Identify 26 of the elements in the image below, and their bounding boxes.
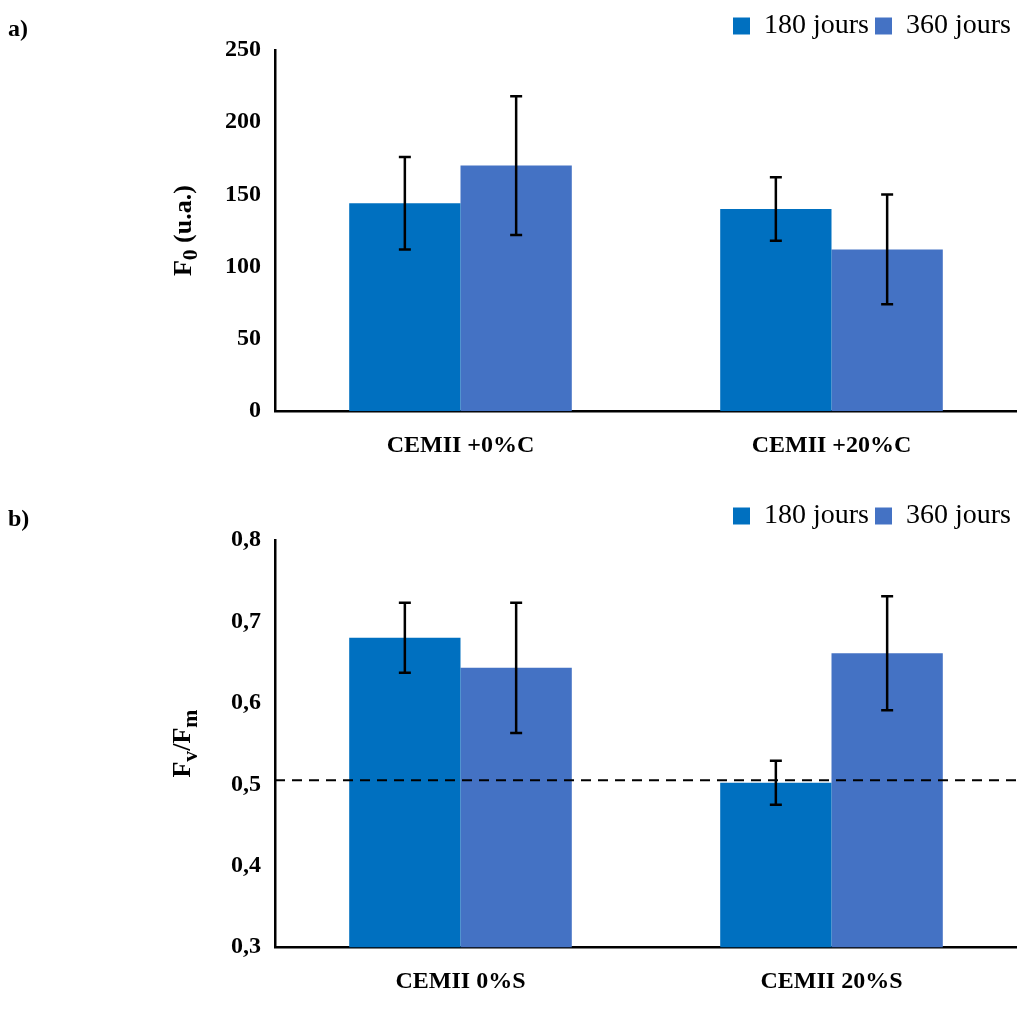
x-tick-label: CEMII +20%C bbox=[751, 430, 912, 457]
x-tick-label: CEMII 0%S bbox=[395, 966, 526, 993]
y-tick-label: 150 bbox=[225, 179, 261, 206]
text: a) bbox=[8, 15, 28, 42]
y-tick-label: 100 bbox=[225, 251, 261, 278]
legend-label: 360 jours bbox=[906, 8, 1011, 40]
y-tick-label: 200 bbox=[225, 107, 261, 134]
y-tick-label: 250 bbox=[225, 35, 261, 62]
y-tick-label: 0,5 bbox=[231, 769, 261, 796]
y-tick-label: 0,3 bbox=[231, 932, 261, 959]
y-tick-label: 0 bbox=[249, 396, 261, 423]
bar bbox=[831, 249, 943, 412]
y-tick-label: 0,6 bbox=[231, 688, 261, 715]
bar bbox=[460, 165, 572, 412]
legend-label: 360 jours bbox=[906, 498, 1011, 530]
x-tick-label: CEMII +0%C bbox=[386, 430, 535, 457]
y-tick-label: 0,4 bbox=[231, 850, 261, 877]
y-tick-label: 0,8 bbox=[231, 525, 261, 552]
bar bbox=[720, 208, 832, 412]
text: b) bbox=[8, 505, 30, 532]
legend-label: 180 jours bbox=[764, 8, 869, 40]
legend-label: 180 jours bbox=[764, 498, 869, 530]
bar bbox=[349, 203, 461, 412]
y-tick-label: 0,7 bbox=[231, 606, 261, 633]
y-tick-label: 50 bbox=[237, 324, 261, 351]
x-tick-label: CEMII 20%S bbox=[760, 966, 903, 993]
